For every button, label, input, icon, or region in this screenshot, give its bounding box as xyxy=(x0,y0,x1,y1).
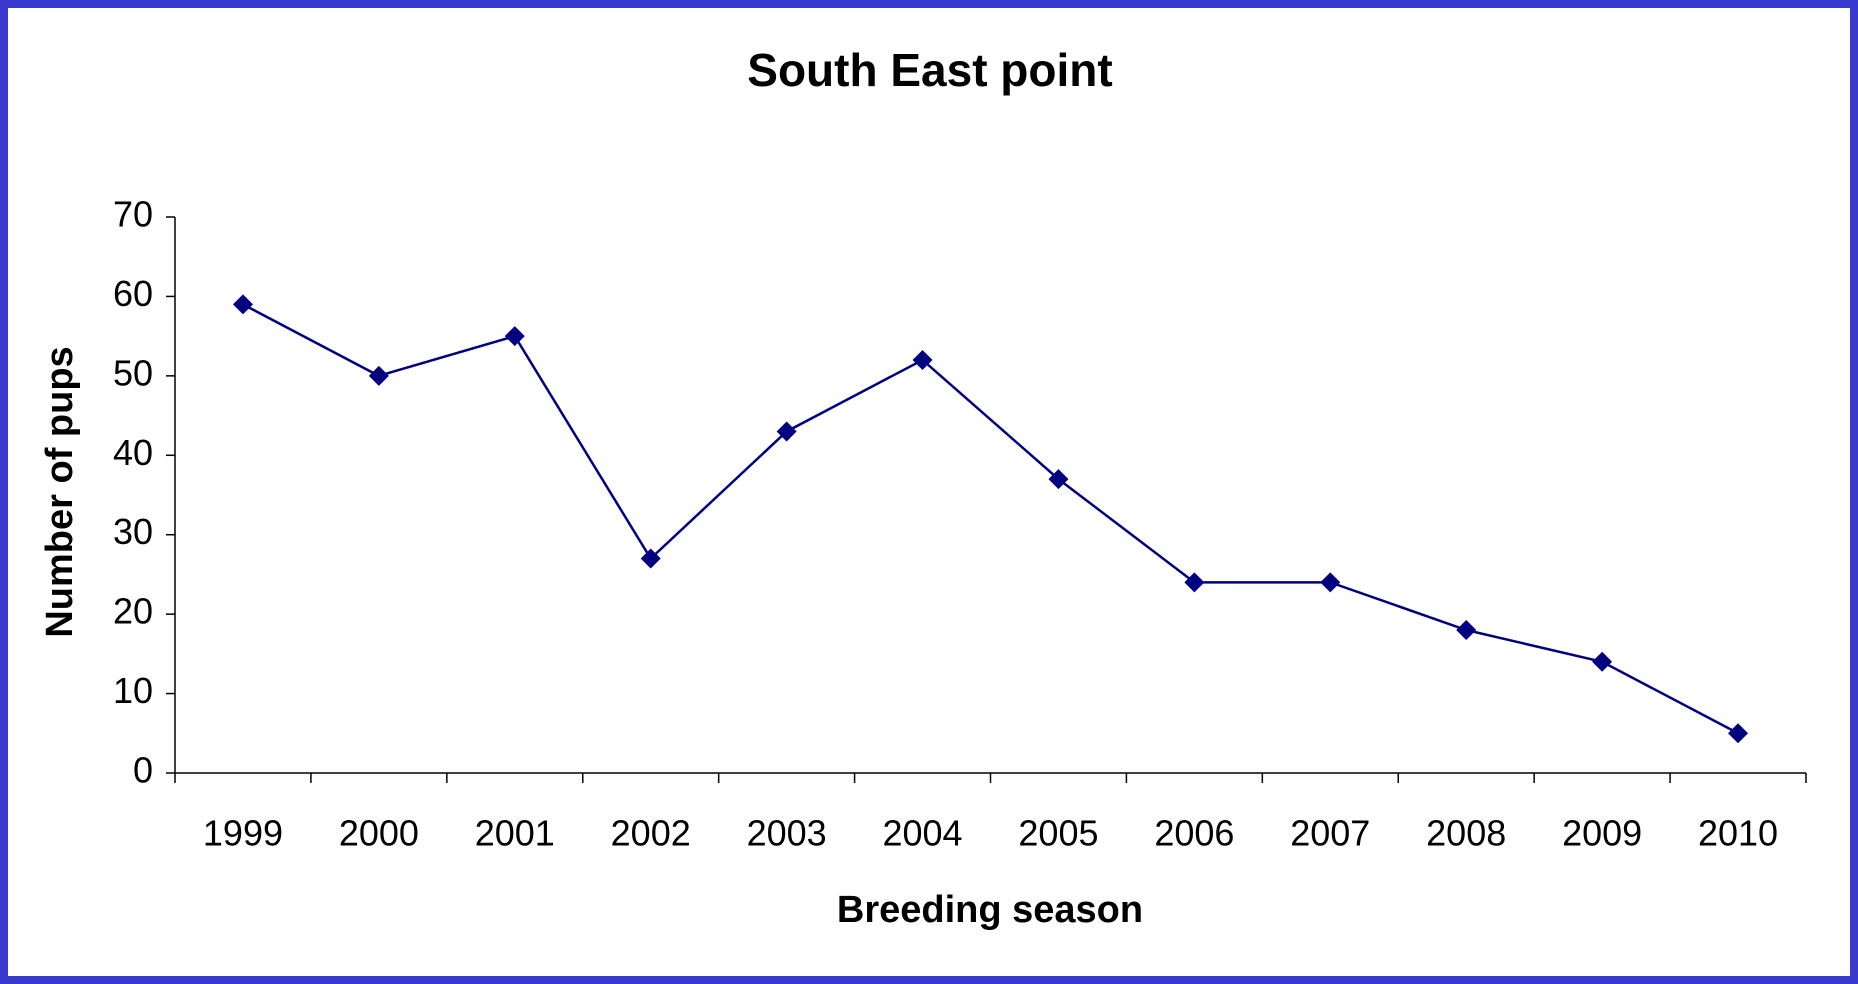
y-tick-label: 40 xyxy=(113,432,153,473)
x-tick-label: 1999 xyxy=(203,813,283,854)
x-tick-label: 2009 xyxy=(1562,813,1642,854)
line-series xyxy=(242,303,1739,735)
marker xyxy=(1184,572,1205,593)
marker xyxy=(1456,620,1477,641)
marker xyxy=(912,349,933,370)
x-tick-label: 2001 xyxy=(475,813,555,854)
chart-title: South East point xyxy=(747,44,1112,96)
y-tick-label: 0 xyxy=(133,750,153,791)
plot-background xyxy=(8,8,1850,976)
x-tick-label: 2004 xyxy=(882,813,962,854)
y-tick-label: 60 xyxy=(113,273,153,314)
marker xyxy=(1048,469,1069,490)
x-tick-label: 2002 xyxy=(611,813,691,854)
marker xyxy=(1728,723,1749,744)
x-tick-label: 2000 xyxy=(339,813,419,854)
x-tick-label: 2005 xyxy=(1018,813,1098,854)
x-tick-label: 2007 xyxy=(1290,813,1370,854)
y-tick-label: 20 xyxy=(113,591,153,632)
marker xyxy=(640,548,661,569)
x-tick-label: 2008 xyxy=(1426,813,1506,854)
x-tick-label: 2010 xyxy=(1698,813,1778,854)
x-tick-label: 2006 xyxy=(1154,813,1234,854)
marker xyxy=(776,421,797,442)
x-tick-label: 2003 xyxy=(747,813,827,854)
y-axis-title: Number of pups xyxy=(39,346,81,637)
y-tick-label: 50 xyxy=(113,352,153,393)
marker xyxy=(1320,572,1341,593)
marker xyxy=(1592,651,1613,672)
marker xyxy=(232,294,253,315)
y-tick-label: 30 xyxy=(113,511,153,552)
marker xyxy=(368,365,389,386)
x-axis-title: Breeding season xyxy=(837,889,1143,931)
y-tick-label: 10 xyxy=(113,670,153,711)
marker xyxy=(504,326,525,347)
y-tick-label: 70 xyxy=(113,194,153,235)
